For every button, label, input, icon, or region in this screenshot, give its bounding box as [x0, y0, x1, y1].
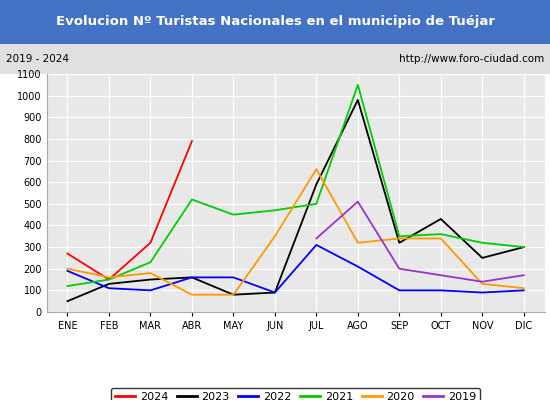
Legend: 2024, 2023, 2022, 2021, 2020, 2019: 2024, 2023, 2022, 2021, 2020, 2019 — [111, 388, 481, 400]
Text: Evolucion Nº Turistas Nacionales en el municipio de Tuéjar: Evolucion Nº Turistas Nacionales en el m… — [56, 16, 494, 28]
Text: http://www.foro-ciudad.com: http://www.foro-ciudad.com — [399, 54, 544, 64]
Text: 2019 - 2024: 2019 - 2024 — [6, 54, 69, 64]
